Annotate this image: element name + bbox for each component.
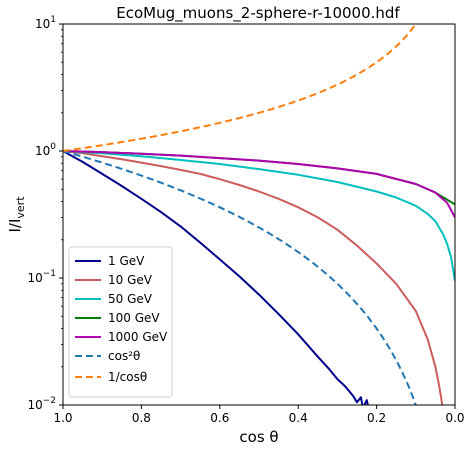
chart-title: EcoMug_muons_2-sphere-r-10000.hdf bbox=[116, 4, 400, 23]
y-tick-label: 100 bbox=[35, 142, 56, 158]
y-tick-label: 10−2 bbox=[27, 396, 56, 412]
legend-label: 50 GeV bbox=[108, 292, 153, 306]
legend: 1 GeV 10 GeV 50 GeV 100 GeV 1000 GeV cos²θ 1/c… bbox=[68, 246, 173, 398]
x-tick-label: 0.6 bbox=[210, 411, 229, 425]
series-line bbox=[63, 150, 417, 405]
series-line bbox=[63, 150, 369, 405]
series-line bbox=[63, 24, 418, 152]
x-tick-label: 0.0 bbox=[445, 411, 464, 425]
legend-label: cos²θ bbox=[108, 349, 140, 363]
plot-frame bbox=[62, 23, 456, 406]
series-line bbox=[63, 150, 455, 281]
legend-label: 100 GeV bbox=[108, 311, 160, 325]
legend-label: 1/cosθ bbox=[108, 370, 147, 384]
x-tick-label: 1.0 bbox=[53, 411, 72, 425]
y-axis-label: I/Ivert bbox=[6, 196, 27, 233]
x-tick-label: 0.8 bbox=[132, 411, 151, 425]
x-tick-label: 0.2 bbox=[367, 411, 386, 425]
y-tick-label: 101 bbox=[35, 15, 56, 31]
legend-label: 1 GeV bbox=[108, 254, 145, 268]
x-tick-label: 0.4 bbox=[289, 411, 308, 425]
series-line bbox=[63, 150, 444, 405]
series-line bbox=[63, 150, 455, 218]
legend-label: 1000 GeV bbox=[108, 330, 168, 344]
svg-text:I/Ivert: I/Ivert bbox=[6, 196, 27, 233]
x-axis-label: cos θ bbox=[239, 428, 278, 446]
y-tick-label: 10−1 bbox=[27, 269, 56, 285]
legend-frame bbox=[68, 246, 173, 398]
legend-label: 10 GeV bbox=[108, 273, 153, 287]
